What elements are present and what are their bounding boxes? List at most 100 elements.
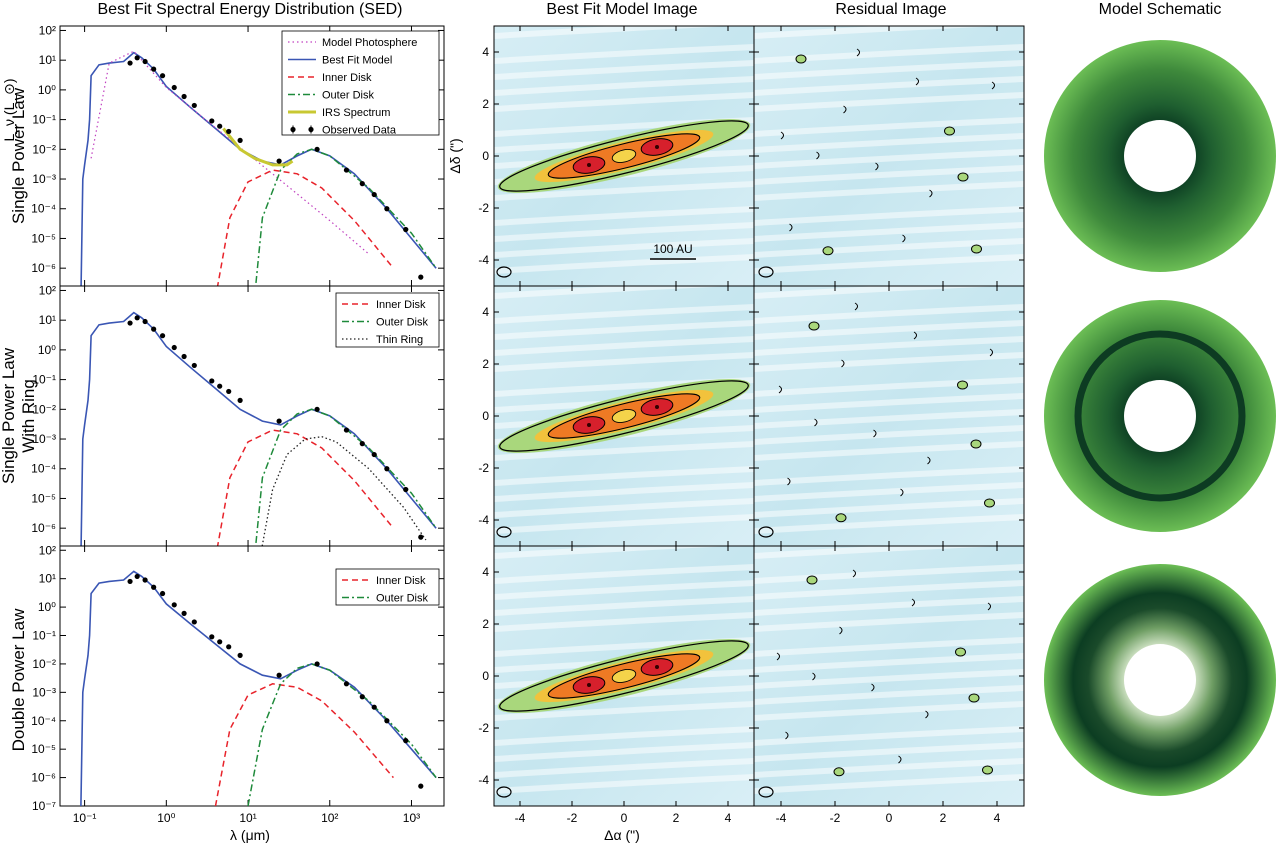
y-tick-label: 10⁻¹	[32, 113, 56, 127]
observed-point	[371, 451, 377, 458]
legend-label: Outer Disk	[376, 593, 428, 605]
x-tick-label: -2	[830, 811, 841, 825]
observed-point	[403, 486, 409, 493]
svg-text:Single Power Law: Single Power Law	[0, 347, 18, 484]
y-tick-label: -2	[478, 461, 489, 475]
noise-streak	[494, 564, 754, 584]
legend-label: Inner Disk	[322, 72, 372, 84]
residual-contour	[968, 693, 980, 703]
noise-streak	[754, 117, 1024, 137]
center-contour	[611, 409, 637, 423]
noise-streak	[754, 149, 1024, 169]
schematic-double-power-law	[1044, 564, 1276, 796]
residual-contour	[987, 602, 991, 611]
noise-streak	[754, 482, 1024, 502]
observed-point	[134, 573, 140, 580]
x-tick-label: 10¹	[239, 811, 256, 825]
residual-contour	[778, 385, 782, 394]
residual-contour	[900, 488, 904, 497]
observed-point	[134, 55, 140, 61]
y-tick-label: 0	[482, 149, 489, 163]
y-tick-label: 10²	[39, 543, 56, 557]
residual-contour	[989, 348, 993, 357]
peak-right	[655, 145, 659, 149]
observed-point	[209, 378, 215, 384]
contour-1	[499, 640, 749, 712]
noise-streak	[494, 44, 754, 64]
noise-streak	[494, 254, 754, 274]
observed-point	[127, 578, 133, 585]
residual-contour	[835, 513, 847, 523]
noise-streak	[754, 466, 1024, 486]
scale-bar-label: 100 AU	[653, 242, 692, 256]
noise-streak	[754, 637, 1024, 657]
observed-point	[217, 383, 223, 389]
observed-point	[314, 146, 320, 152]
noise-streak	[494, 596, 754, 616]
noise-streak	[754, 133, 1024, 153]
svg-text:Single Power Law: Single Power Law	[9, 87, 28, 224]
sed-curves	[80, 311, 437, 546]
residual-contour	[915, 77, 919, 86]
y-tick-label: -2	[478, 201, 489, 215]
observed-point	[191, 362, 197, 369]
residual-contour	[808, 321, 820, 331]
noise-streak	[494, 580, 754, 600]
residual-contour	[780, 131, 784, 140]
noise-streak	[494, 774, 754, 794]
observed-point	[217, 639, 223, 645]
beam-ellipse	[758, 526, 774, 538]
observed-point	[181, 93, 187, 100]
noise-streak	[754, 44, 1024, 64]
observed-point	[418, 783, 424, 789]
noise-streak	[494, 92, 754, 112]
noise-streak	[494, 76, 754, 96]
observed-point	[384, 466, 390, 472]
noise-streak	[494, 320, 754, 340]
sed-curves	[80, 50, 437, 286]
residual-contour	[991, 81, 995, 90]
y-tick-label: 10⁰	[38, 600, 56, 614]
residual-contour	[854, 302, 858, 311]
observed-point	[171, 84, 177, 91]
legend-label: Inner Disk	[376, 575, 426, 587]
observed-point	[181, 610, 187, 616]
legend: Model Photosphere Best Fit Model Inner Dis…	[281, 30, 440, 137]
residual-contour	[839, 626, 843, 635]
y-tick-label: 10¹	[39, 572, 56, 586]
residual-contour	[814, 418, 818, 427]
noise-streak	[754, 352, 1024, 372]
observed-point	[384, 718, 390, 724]
noise-streak	[494, 222, 754, 242]
noise-streak	[754, 336, 1024, 356]
sed-column-title: Best Fit Spectral Energy Distribution (S…	[98, 1, 403, 18]
observed-point	[237, 137, 243, 143]
observed-point	[276, 672, 282, 678]
image-content	[754, 546, 1024, 798]
y-tick-label: 4	[482, 305, 489, 319]
residual-contour	[871, 683, 875, 692]
y-tick-label: 10⁻⁴	[31, 202, 56, 216]
observed-point	[343, 427, 350, 433]
noise-streak	[494, 742, 754, 762]
center-contour	[611, 149, 637, 163]
residual-contour	[812, 672, 816, 681]
noise-streak	[754, 254, 1024, 274]
y-tick-label: 4	[482, 565, 489, 579]
noise-streak	[494, 514, 754, 534]
sed-xlabel: λ (μm)	[230, 827, 270, 843]
noise-streak	[494, 441, 754, 461]
image-content	[754, 26, 1024, 278]
series-thin-ring	[261, 436, 427, 546]
x-tick-label: 10²	[321, 811, 338, 825]
beam-ellipse	[758, 786, 774, 798]
observed-point	[209, 118, 215, 124]
noise-streak	[754, 653, 1024, 673]
x-tick-label: 0	[886, 811, 893, 825]
y-tick-label: 10²	[39, 23, 56, 37]
y-tick-label: 10⁰	[38, 343, 56, 357]
residual-contour	[913, 331, 917, 340]
observed-point	[151, 584, 157, 590]
residual-contour	[929, 189, 933, 198]
